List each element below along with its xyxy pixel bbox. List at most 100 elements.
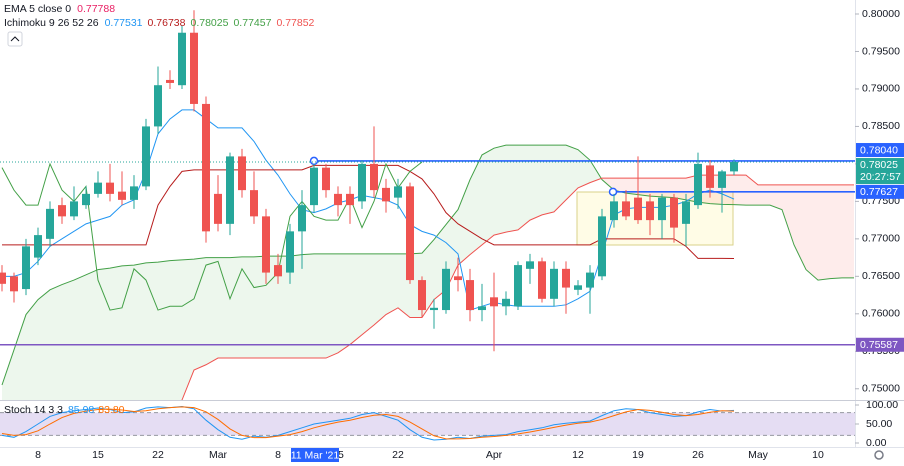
- x-tick-label: 8: [275, 449, 281, 461]
- candle-body: [22, 246, 30, 290]
- stoch-reading: 83.80: [98, 404, 124, 416]
- y-tick-label: 0.79000: [862, 83, 900, 95]
- cloud-segment: [482, 148, 494, 245]
- cloud-segment: [194, 257, 206, 371]
- cloud-segment: [578, 149, 590, 188]
- cloud-segment: [806, 184, 818, 281]
- cloud-segment: [278, 256, 290, 359]
- candle-body: [538, 261, 546, 299]
- stoch-pane: [0, 406, 855, 441]
- candle-body: [346, 193, 354, 206]
- cloud-segment: [230, 256, 242, 359]
- x-tick-label: 8: [35, 449, 41, 461]
- candle-body: [478, 306, 486, 311]
- stoch-line: [1, 406, 735, 441]
- cloud-segment: [386, 253, 398, 315]
- price-tag: [856, 143, 904, 158]
- cloud-segment: [290, 254, 302, 359]
- cloud-segment: [674, 178, 686, 200]
- cloud-segment: [338, 253, 350, 353]
- candle-body: [466, 280, 474, 311]
- candle-body: [358, 163, 366, 202]
- candle-body: [634, 197, 642, 221]
- x-tick-label: 19: [632, 449, 644, 461]
- candle-body: [550, 268, 558, 299]
- candle-body: [454, 276, 462, 281]
- price-tag: [856, 337, 904, 352]
- line-anchor: [309, 156, 319, 166]
- cloud-segment: [158, 260, 170, 400]
- x-tick-label: Mar: [209, 449, 228, 461]
- candle-body: [82, 193, 90, 206]
- cloud-segment: [626, 178, 638, 195]
- x-tick-label: 22: [152, 449, 164, 461]
- cloud-segment: [134, 262, 146, 400]
- cloud-segment: [782, 184, 794, 245]
- settings-icon[interactable]: [874, 450, 884, 460]
- line-anchor: [608, 187, 618, 197]
- price-tag-label: 0.75587: [860, 339, 898, 351]
- candle-body: [442, 268, 450, 311]
- candle-body: [298, 205, 306, 232]
- candle-body: [418, 280, 426, 311]
- candle-body: [490, 297, 498, 307]
- candle-body: [310, 167, 318, 206]
- cloud-segment: [50, 284, 62, 400]
- crosshair-date: 11 Mar '21: [291, 449, 340, 461]
- cloud-segment: [494, 145, 506, 236]
- y-tick-label: 0.77000: [862, 233, 900, 245]
- candle-body: [118, 191, 126, 200]
- cloud-segment: [86, 269, 98, 400]
- x-tick-label: 10: [812, 449, 824, 461]
- candle-body: [178, 32, 186, 86]
- candle-body: [142, 126, 150, 187]
- cloud-segment: [206, 257, 218, 365]
- x-tick-label: Apr: [486, 449, 503, 461]
- candle-body: [10, 276, 18, 292]
- candle-body: [70, 201, 78, 217]
- collapse-button[interactable]: [7, 31, 23, 47]
- candle-body: [526, 261, 534, 269]
- indicator-label: Ichimoku 9 26 52 26: [4, 17, 99, 29]
- x-tick-label: 26: [692, 449, 704, 461]
- y-tick-label: 0.80000: [862, 8, 900, 20]
- candle-body: [0, 272, 6, 284]
- candle-body: [514, 265, 522, 307]
- candle-body: [58, 205, 66, 217]
- candle-body: [502, 298, 510, 307]
- cloud-segment: [98, 268, 110, 400]
- candle-body: [334, 193, 342, 206]
- x-tick-label: 15: [92, 449, 104, 461]
- candle-body: [574, 285, 582, 290]
- stoch-tick-label: 50.00: [866, 418, 892, 430]
- cloud-segment: [14, 314, 26, 400]
- stoch-reading: 85.98: [68, 404, 94, 416]
- cloud-segment: [2, 349, 14, 400]
- x-tick-label: May: [748, 449, 769, 461]
- candle-body: [586, 272, 594, 288]
- cloud-segment: [314, 253, 326, 359]
- price-tag: [856, 184, 904, 199]
- indicator-line: [2, 109, 735, 311]
- candle-body: [370, 163, 378, 191]
- cloud-segment: [170, 259, 182, 400]
- price-tag-label: 0.77627: [860, 186, 898, 198]
- cloud-segment: [26, 299, 38, 400]
- candle-body: [406, 186, 414, 281]
- candle-body: [190, 32, 198, 104]
- candle-body: [166, 79, 174, 83]
- cloud-segment: [518, 145, 530, 230]
- cloud-segment: [326, 253, 338, 359]
- stoch-line: [1, 406, 735, 440]
- candle-body: [262, 216, 270, 273]
- indicator-reading: 0.77457: [233, 17, 271, 29]
- candle-body: [430, 307, 438, 311]
- cloud-segment: [374, 253, 386, 326]
- cloud-segment: [734, 174, 746, 206]
- y-tick-label: 0.78500: [862, 120, 900, 132]
- cloud-segment: [74, 274, 86, 400]
- labels: 0.750000.755000.760000.765000.770000.775…: [4, 3, 904, 462]
- candle-body: [46, 208, 54, 239]
